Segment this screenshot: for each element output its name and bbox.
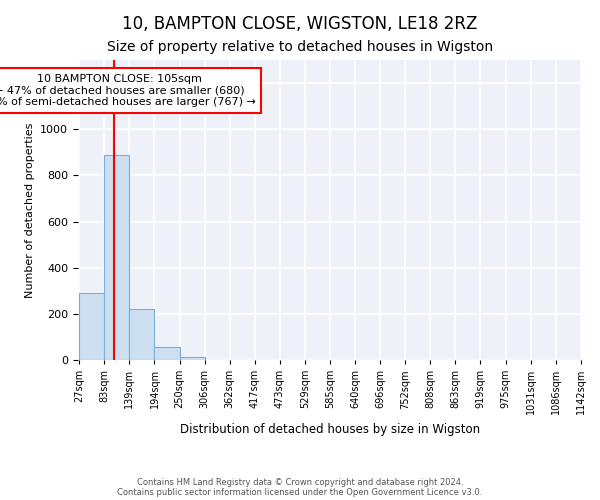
Text: Contains HM Land Registry data © Crown copyright and database right 2024.
Contai: Contains HM Land Registry data © Crown c… [118, 478, 482, 497]
X-axis label: Distribution of detached houses by size in Wigston: Distribution of detached houses by size … [180, 422, 480, 436]
Text: Size of property relative to detached houses in Wigston: Size of property relative to detached ho… [107, 40, 493, 54]
Y-axis label: Number of detached properties: Number of detached properties [25, 122, 35, 298]
Bar [79, 293, 104, 360]
Bar [130, 309, 154, 360]
Bar [179, 356, 205, 360]
Text: 10 BAMPTON CLOSE: 105sqm
← 47% of detached houses are smaller (680)
53% of semi-: 10 BAMPTON CLOSE: 105sqm ← 47% of detach… [0, 74, 256, 107]
Bar [104, 154, 130, 360]
Text: 10, BAMPTON CLOSE, WIGSTON, LE18 2RZ: 10, BAMPTON CLOSE, WIGSTON, LE18 2RZ [122, 15, 478, 33]
Bar [154, 348, 179, 360]
